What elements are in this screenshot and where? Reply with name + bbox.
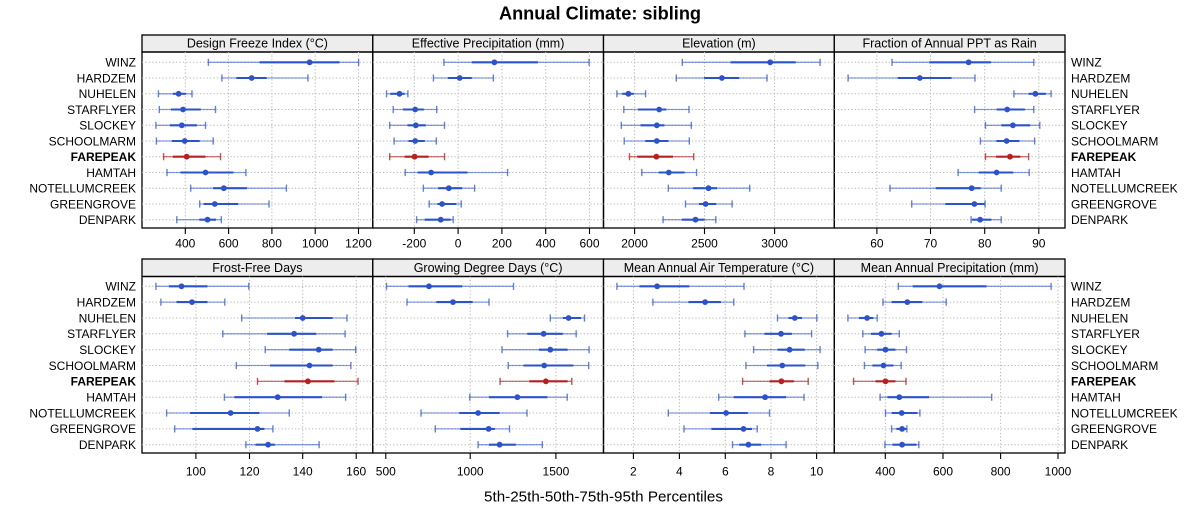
svg-text:DENPARK: DENPARK xyxy=(1071,438,1128,452)
svg-text:WINZ: WINZ xyxy=(1071,280,1102,294)
svg-text:800: 800 xyxy=(262,237,282,251)
svg-text:2500: 2500 xyxy=(691,237,718,251)
svg-text:WINZ: WINZ xyxy=(105,280,136,294)
svg-text:600: 600 xyxy=(933,465,953,479)
svg-text:DENPARK: DENPARK xyxy=(79,213,136,227)
svg-text:STARFLYER: STARFLYER xyxy=(1071,327,1140,341)
svg-text:NOTELLUMCREEK: NOTELLUMCREEK xyxy=(29,406,136,420)
svg-text:0: 0 xyxy=(455,237,462,251)
svg-text:120: 120 xyxy=(239,465,259,479)
svg-text:1500: 1500 xyxy=(543,465,570,479)
svg-text:140: 140 xyxy=(293,465,313,479)
svg-text:WINZ: WINZ xyxy=(1071,56,1102,70)
svg-text:1000: 1000 xyxy=(1045,465,1072,479)
svg-text:Mean Annual Precipitation (mm): Mean Annual Precipitation (mm) xyxy=(861,261,1039,275)
svg-text:FAREPEAK: FAREPEAK xyxy=(71,150,137,164)
svg-text:GREENGROVE: GREENGROVE xyxy=(1071,197,1157,211)
svg-text:HARDZEM: HARDZEM xyxy=(77,295,136,309)
svg-text:600: 600 xyxy=(219,237,239,251)
svg-text:60: 60 xyxy=(870,237,884,251)
svg-text:3000: 3000 xyxy=(761,237,788,251)
svg-text:SLOCKEY: SLOCKEY xyxy=(1071,119,1128,133)
svg-text:DENPARK: DENPARK xyxy=(79,438,136,452)
svg-text:1000: 1000 xyxy=(302,237,329,251)
svg-text:HAMTAH: HAMTAH xyxy=(1071,166,1121,180)
svg-text:70: 70 xyxy=(924,237,938,251)
svg-text:STARFLYER: STARFLYER xyxy=(1071,103,1140,117)
svg-text:HAMTAH: HAMTAH xyxy=(1071,391,1121,405)
svg-text:NUHELEN: NUHELEN xyxy=(1071,311,1128,325)
svg-text:Elevation (m): Elevation (m) xyxy=(682,37,756,51)
svg-text:DENPARK: DENPARK xyxy=(1071,213,1128,227)
svg-text:HARDZEM: HARDZEM xyxy=(1071,295,1130,309)
svg-text:NUHELEN: NUHELEN xyxy=(79,87,136,101)
svg-text:100: 100 xyxy=(186,465,206,479)
svg-text:SLOCKEY: SLOCKEY xyxy=(79,343,136,357)
svg-text:HARDZEM: HARDZEM xyxy=(1071,71,1130,85)
svg-text:FAREPEAK: FAREPEAK xyxy=(1071,150,1137,164)
svg-text:5th-25th-50th-75th-95th Percen: 5th-25th-50th-75th-95th Percentiles xyxy=(484,489,723,506)
svg-text:Annual Climate: sibling: Annual Climate: sibling xyxy=(499,4,701,24)
svg-text:Growing Degree Days (°C): Growing Degree Days (°C) xyxy=(414,261,563,275)
svg-text:NUHELEN: NUHELEN xyxy=(1071,87,1128,101)
svg-text:NOTELLUMCREEK: NOTELLUMCREEK xyxy=(29,182,136,196)
svg-text:Frost-Free Days: Frost-Free Days xyxy=(212,261,302,275)
svg-text:NOTELLUMCREEK: NOTELLUMCREEK xyxy=(1071,406,1178,420)
svg-text:SCHOOLMARM: SCHOOLMARM xyxy=(49,134,136,148)
svg-text:400: 400 xyxy=(536,237,556,251)
svg-text:SCHOOLMARM: SCHOOLMARM xyxy=(1071,134,1158,148)
svg-text:400: 400 xyxy=(875,465,895,479)
svg-text:GREENGROVE: GREENGROVE xyxy=(1071,422,1157,436)
svg-text:6: 6 xyxy=(722,465,729,479)
svg-text:4: 4 xyxy=(676,465,683,479)
svg-text:HAMTAH: HAMTAH xyxy=(86,166,136,180)
svg-text:160: 160 xyxy=(346,465,366,479)
svg-text:SCHOOLMARM: SCHOOLMARM xyxy=(49,359,136,373)
svg-text:200: 200 xyxy=(492,237,512,251)
svg-text:1000: 1000 xyxy=(457,465,484,479)
svg-text:800: 800 xyxy=(991,465,1011,479)
svg-text:STARFLYER: STARFLYER xyxy=(67,327,136,341)
svg-text:NUHELEN: NUHELEN xyxy=(79,311,136,325)
svg-text:500: 500 xyxy=(376,465,396,479)
svg-text:WINZ: WINZ xyxy=(105,56,136,70)
svg-text:10: 10 xyxy=(810,465,824,479)
svg-text:SLOCKEY: SLOCKEY xyxy=(79,119,136,133)
svg-text:600: 600 xyxy=(579,237,599,251)
svg-text:FAREPEAK: FAREPEAK xyxy=(1071,375,1137,389)
svg-text:90: 90 xyxy=(1032,237,1046,251)
svg-text:FAREPEAK: FAREPEAK xyxy=(71,375,137,389)
svg-text:Design Freeze Index (°C): Design Freeze Index (°C) xyxy=(187,37,328,51)
svg-text:400: 400 xyxy=(175,237,195,251)
svg-text:NOTELLUMCREEK: NOTELLUMCREEK xyxy=(1071,182,1178,196)
svg-text:80: 80 xyxy=(978,237,992,251)
svg-text:SLOCKEY: SLOCKEY xyxy=(1071,343,1128,357)
svg-text:HARDZEM: HARDZEM xyxy=(77,71,136,85)
svg-text:8: 8 xyxy=(768,465,775,479)
svg-text:2000: 2000 xyxy=(621,237,648,251)
svg-text:-200: -200 xyxy=(402,237,426,251)
svg-text:GREENGROVE: GREENGROVE xyxy=(50,197,136,211)
svg-text:1200: 1200 xyxy=(345,237,372,251)
svg-text:HAMTAH: HAMTAH xyxy=(86,391,136,405)
svg-text:2: 2 xyxy=(630,465,637,479)
svg-text:Fraction of Annual PPT as Rain: Fraction of Annual PPT as Rain xyxy=(863,37,1037,51)
svg-text:Mean Annual Air Temperature (°: Mean Annual Air Temperature (°C) xyxy=(624,261,814,275)
svg-text:SCHOOLMARM: SCHOOLMARM xyxy=(1071,359,1158,373)
svg-text:Effective Precipitation (mm): Effective Precipitation (mm) xyxy=(412,37,565,51)
svg-text:STARFLYER: STARFLYER xyxy=(67,103,136,117)
svg-text:GREENGROVE: GREENGROVE xyxy=(50,422,136,436)
